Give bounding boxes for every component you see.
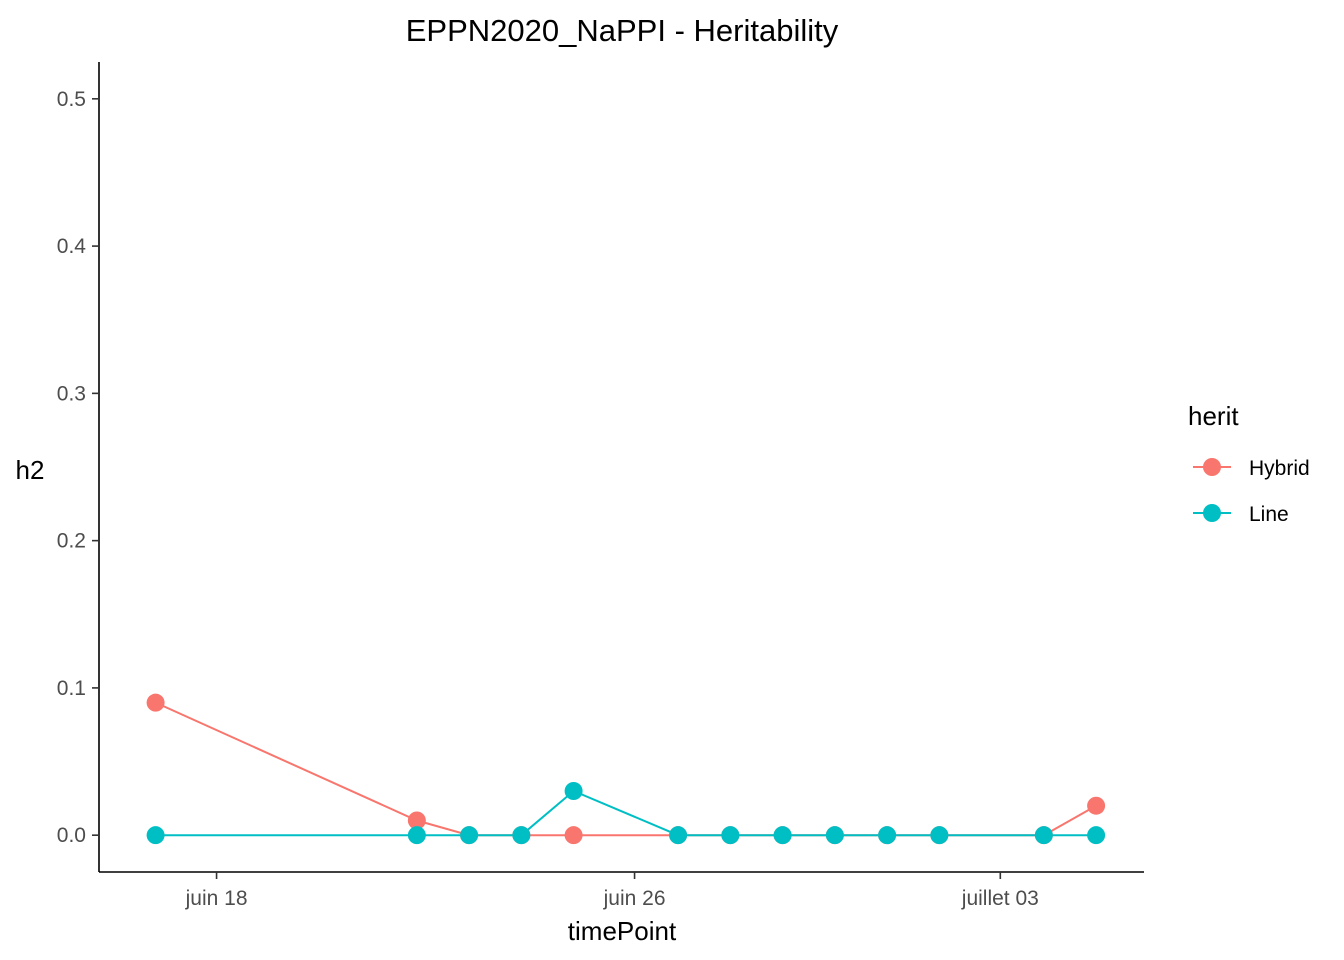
data-point-hybrid — [564, 826, 583, 845]
data-point-line — [564, 782, 583, 800]
series-line-line — [155, 789, 1097, 837]
legend-item-line: Line — [1193, 503, 1289, 526]
data-point-line — [773, 826, 792, 845]
legend-label: Hybrid — [1249, 457, 1310, 480]
legend-items: Hybrid Line — [1193, 457, 1310, 526]
y-tick-label: 0.5 — [57, 88, 86, 111]
series-line-hybrid — [155, 701, 1097, 837]
plot-area: 0.0 0.1 0.2 0.3 0.4 0.5 juin 18 juin 26 juillet… — [57, 62, 1144, 910]
legend-title: herit — [1188, 401, 1239, 431]
data-point-line — [878, 826, 897, 845]
y-tick-label: 0.1 — [57, 677, 86, 700]
data-point-hybrid — [146, 693, 165, 712]
data-point-line — [669, 826, 688, 845]
y-tick-label: 0.4 — [57, 235, 87, 258]
series-lines — [155, 701, 1097, 837]
y-axis-ticks: 0.0 0.1 0.2 0.3 0.4 0.5 — [57, 88, 99, 847]
data-point-line — [460, 826, 479, 845]
x-axis-title: timePoint — [568, 916, 677, 946]
data-point-line — [1087, 826, 1106, 845]
data-point-hybrid — [1087, 796, 1106, 815]
data-point-hybrid — [407, 811, 426, 830]
y-tick-label: 0.2 — [57, 530, 86, 553]
x-tick-label: juillet 03 — [961, 887, 1039, 910]
legend-item-hybrid: Hybrid — [1193, 457, 1310, 480]
data-point-line — [407, 826, 426, 845]
x-tick-label: juin 18 — [185, 887, 248, 910]
y-tick-label: 0.3 — [57, 382, 86, 405]
y-tick-label: 0.0 — [57, 824, 86, 847]
series-points — [146, 693, 1106, 845]
data-point-line — [146, 826, 165, 845]
legend: herit Hybrid Line — [1188, 401, 1310, 526]
legend-label: Line — [1249, 503, 1289, 526]
y-axis-title: h2 — [16, 455, 45, 485]
legend-key-point — [1203, 504, 1221, 522]
data-point-line — [825, 826, 844, 845]
data-point-line — [930, 826, 949, 845]
data-point-line — [1034, 826, 1053, 845]
data-point-line — [512, 826, 531, 845]
data-point-line — [721, 826, 740, 845]
legend-key-point — [1203, 458, 1221, 476]
chart-title: EPPN2020_NaPPI - Heritability — [406, 13, 839, 48]
x-axis-ticks: juin 18 juin 26 juillet 03 — [185, 872, 1039, 910]
x-tick-label: juin 26 — [603, 887, 666, 910]
